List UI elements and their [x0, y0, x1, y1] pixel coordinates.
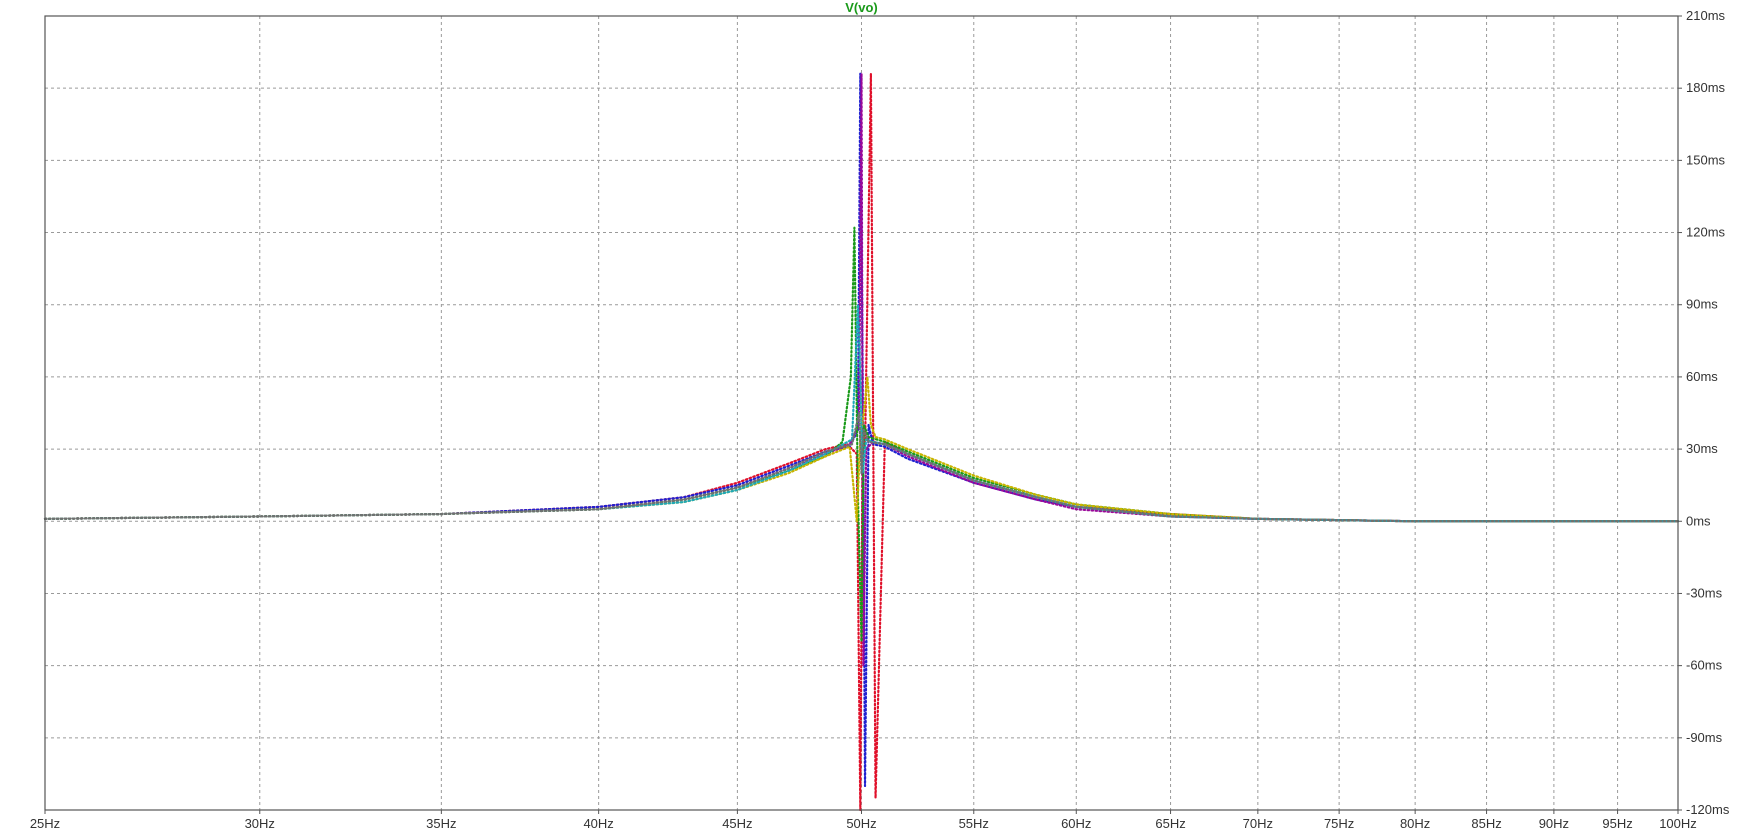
y-tick-label: 210ms [1686, 8, 1726, 23]
x-tick-label: 85Hz [1471, 816, 1501, 831]
x-tick-label: 30Hz [245, 816, 275, 831]
y-tick-label: 60ms [1686, 369, 1718, 384]
y-tick-label: -120ms [1686, 802, 1730, 817]
trace-title: V(vo) [845, 0, 878, 15]
x-tick-label: 60Hz [1061, 816, 1091, 831]
y-axis: 210ms 180ms 150ms 120ms 90ms 60ms 30ms 0ms -30ms… [1678, 8, 1730, 817]
y-tick-label: -30ms [1686, 585, 1723, 600]
y-tick-label: 180ms [1686, 80, 1726, 95]
x-tick-label: 80Hz [1400, 816, 1430, 831]
x-tick-label: 40Hz [583, 816, 613, 831]
y-tick-label: 30ms [1686, 441, 1718, 456]
x-tick-label: 50Hz [846, 816, 876, 831]
x-tick-label: 55Hz [959, 816, 989, 831]
trace-layer [43, 72, 1680, 812]
x-tick-label: 95Hz [1602, 816, 1632, 831]
x-tick-label: 75Hz [1324, 816, 1354, 831]
trace-series-6 [43, 411, 1680, 523]
y-tick-label: 0ms [1686, 513, 1711, 528]
y-tick-label: -90ms [1686, 730, 1723, 745]
x-axis: 25Hz 30Hz 35Hz 40Hz 45Hz 50Hz 55Hz 60Hz 65Hz 70Hz… [30, 810, 1697, 831]
y-tick-label: 90ms [1686, 297, 1718, 312]
x-tick-label: 65Hz [1155, 816, 1185, 831]
x-tick-label: 35Hz [426, 816, 456, 831]
x-tick-label: 45Hz [722, 816, 752, 831]
y-tick-label: 150ms [1686, 152, 1726, 167]
x-tick-label: 25Hz [30, 816, 60, 831]
x-tick-label: 90Hz [1539, 816, 1569, 831]
x-tick-label: 70Hz [1243, 816, 1273, 831]
y-tick-label: 120ms [1686, 225, 1726, 240]
y-tick-label: -60ms [1686, 658, 1723, 673]
x-tick-label: 100Hz [1659, 816, 1697, 831]
